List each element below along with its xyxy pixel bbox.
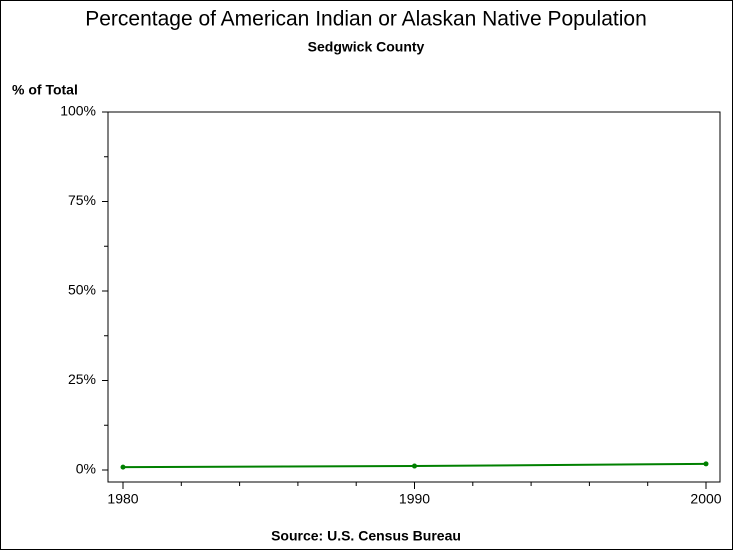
chart-title: Percentage of American Indian or Alaskan… (85, 8, 647, 31)
data-point (120, 464, 126, 470)
x-tick-label: 1980 (107, 491, 138, 507)
y-axis-label: % of Total (12, 82, 78, 98)
y-tick-label: 75% (68, 192, 96, 208)
x-tick-label: 1990 (399, 491, 430, 507)
y-tick-label: 100% (60, 103, 96, 119)
data-point (412, 463, 417, 469)
x-tick-label: 2000 (690, 491, 721, 507)
y-tick-label: 50% (68, 282, 96, 298)
data-point (703, 461, 709, 467)
chart-subtitle: Sedgwick County (308, 39, 425, 55)
y-tick-label: 25% (68, 371, 96, 387)
y-tick-label: 0% (76, 461, 96, 477)
source-note: Source: U.S. Census Bureau (271, 528, 461, 544)
